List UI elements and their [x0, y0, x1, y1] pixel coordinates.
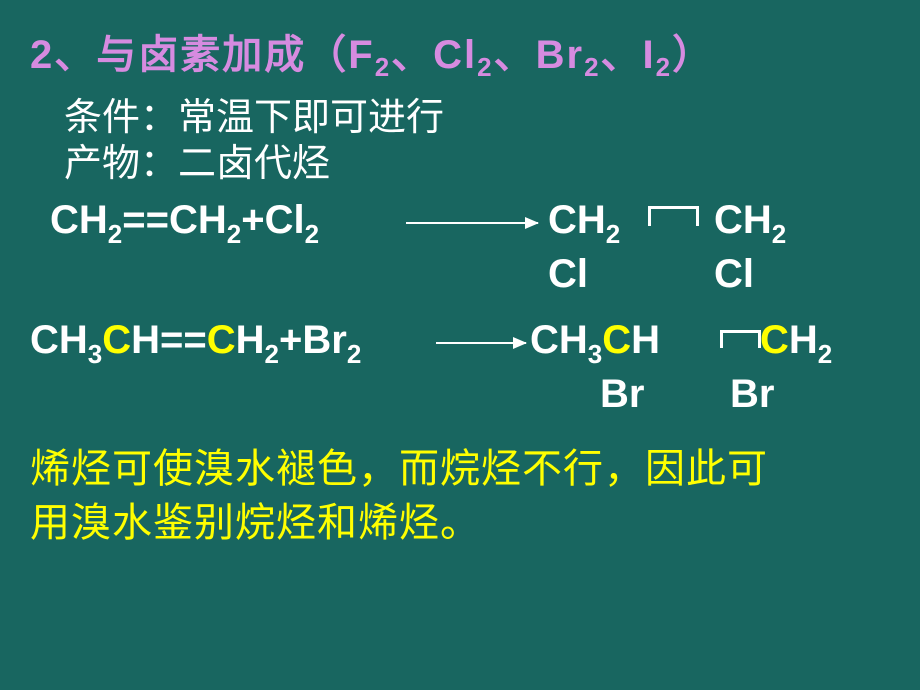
title-text-2: 、Cl — [391, 33, 477, 77]
eq2-reactant: CH3CH==CH2+Br2 — [30, 318, 361, 363]
reaction-arrow-2 — [436, 342, 526, 344]
reaction-arrow-1 — [406, 222, 538, 224]
eq1-product-cl-right: Cl — [714, 252, 754, 297]
title-sub-2: 2 — [477, 52, 493, 82]
eq1-reactant: CH2==CH2+Cl2 — [50, 198, 319, 243]
product-line: 产物：二卤代烃 — [64, 132, 330, 187]
slide-title: 2、与卤素加成（F2、Cl2、Br2、I2） — [30, 22, 714, 80]
bond-line — [720, 330, 760, 333]
eq1-product-ch2-left: CH2 — [548, 198, 620, 243]
eq2-product-ch2: CH2 — [760, 318, 832, 363]
eq2-product-br-right: Br — [730, 372, 774, 417]
bond-line — [648, 206, 651, 226]
footnote-line-1: 烯烃可使溴水褪色，而烷烃不行，因此可 — [30, 446, 768, 491]
footnote: 烯烃可使溴水褪色，而烷烃不行，因此可 用溴水鉴别烷烃和烯烃。 — [30, 442, 900, 550]
arrow-head-icon — [525, 217, 539, 229]
title-text-1: 2、与卤素加成（F — [30, 33, 375, 77]
footnote-line-2: 用溴水鉴别烷烃和烯烃。 — [30, 500, 481, 545]
title-text-3: 、Br — [494, 33, 584, 77]
bond-line — [758, 330, 761, 348]
eq1-product-cl-left: Cl — [548, 252, 588, 297]
arrow-line — [406, 222, 538, 224]
title-sub-4: 2 — [656, 52, 672, 82]
bond-line — [648, 206, 696, 209]
eq2-product-ch3ch: CH3CH — [530, 318, 660, 363]
title-text-5: ） — [672, 33, 714, 77]
title-text-4: 、I — [601, 33, 656, 77]
arrow-head-icon — [513, 337, 527, 349]
bond-line — [696, 206, 699, 226]
eq2-product-br-left: Br — [600, 372, 644, 417]
bond-line — [720, 330, 723, 348]
eq1-product-ch2-right: CH2 — [714, 198, 786, 243]
title-sub-3: 2 — [584, 52, 600, 82]
title-sub-1: 2 — [375, 52, 391, 82]
